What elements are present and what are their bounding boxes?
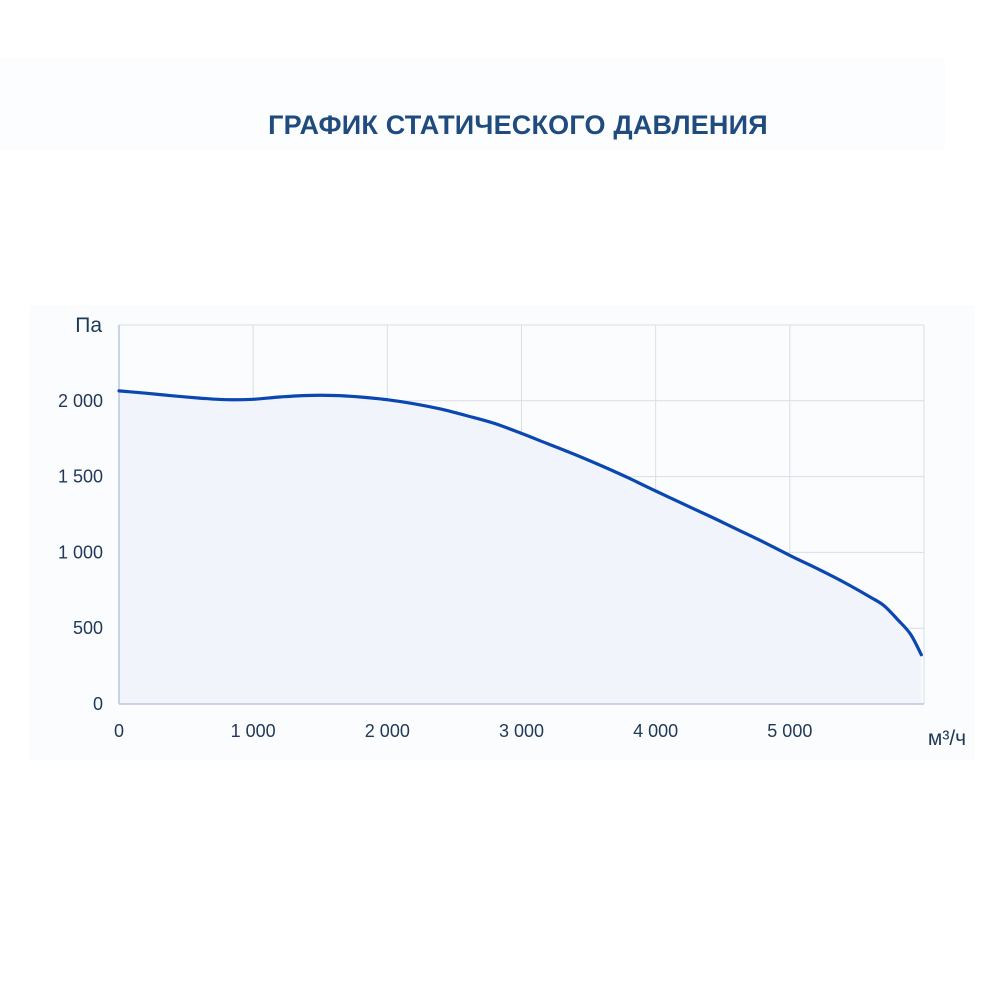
y-tick-label: 500 [73,618,103,638]
series-line-layer [117,389,923,657]
title-band [0,58,945,150]
tick-labels: 0 1 000 2 000 3 000 4 000 5 000 0 500 1 000 1 500… [58,391,812,741]
x-tick-label: 0 [114,721,124,741]
y-tick-label: 1 000 [58,542,103,562]
chart-title: ГРАФИК СТАТИЧЕСКОГО ДАВЛЕНИЯ [268,110,768,140]
area-fill-layer [119,390,922,704]
axes [118,325,924,705]
y-tick-label: 0 [93,694,103,714]
x-tick-label: 4 000 [633,721,678,741]
y-tick-label: 2 000 [58,391,103,411]
x-tick-label: 1 000 [231,721,276,741]
series-area [119,390,922,704]
y-axis-unit: Па [75,314,102,337]
y-tick-label: 1 500 [58,467,103,487]
x-tick-label: 5 000 [767,721,812,741]
x-tick-label: 2 000 [365,721,410,741]
x-axis-unit: м³/ч [928,727,966,750]
x-tick-label: 3 000 [499,721,544,741]
series-line [117,389,923,657]
